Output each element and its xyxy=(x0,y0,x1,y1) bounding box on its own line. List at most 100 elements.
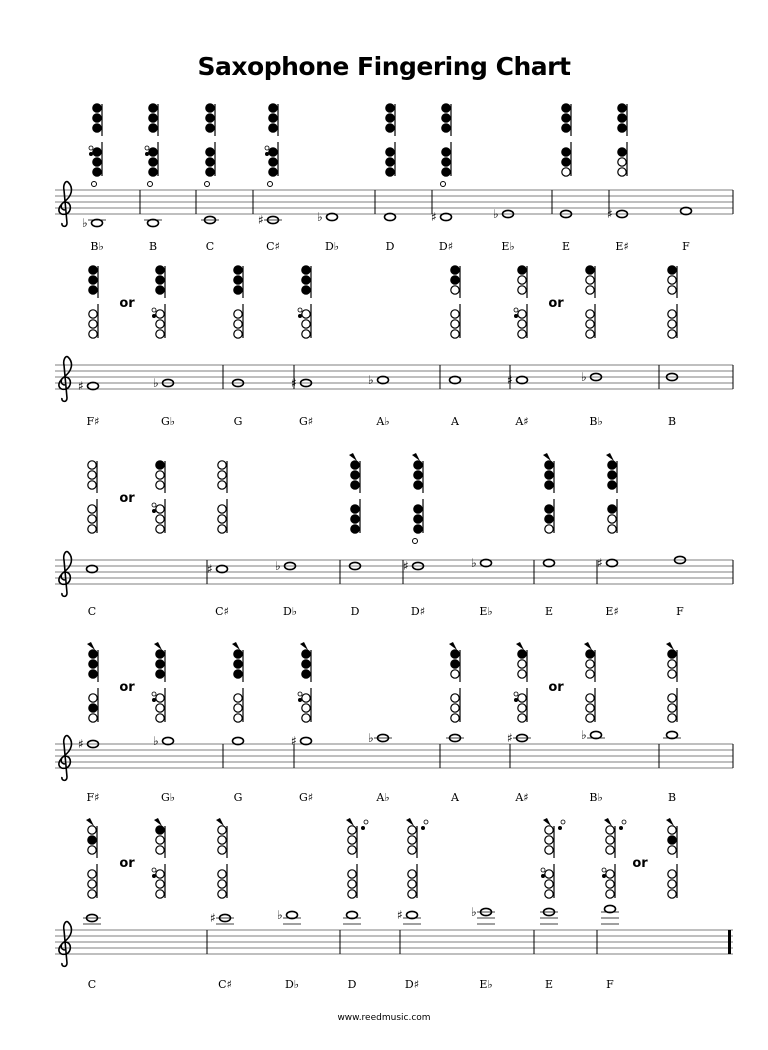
open-key xyxy=(155,309,165,319)
flat-icon: ♭ xyxy=(471,905,477,919)
open-key xyxy=(517,329,527,339)
note-label: G♭ xyxy=(161,415,175,428)
staff-note xyxy=(448,375,462,385)
side-key-icon xyxy=(145,152,149,156)
open-key xyxy=(667,669,677,679)
closed-key xyxy=(92,113,102,123)
closed-key xyxy=(561,113,571,123)
closed-key xyxy=(385,147,395,157)
note-label: A♭ xyxy=(375,791,389,804)
side-key-icon xyxy=(601,867,607,873)
final-barline xyxy=(728,930,731,954)
low-key-icon xyxy=(147,181,153,187)
open-key xyxy=(155,524,165,534)
open-key xyxy=(407,825,417,835)
closed-key xyxy=(385,113,395,123)
open-key xyxy=(87,869,97,879)
closed-key xyxy=(155,275,165,285)
closed-key xyxy=(155,285,165,295)
palm-key-icon xyxy=(363,819,369,825)
closed-key xyxy=(350,460,360,470)
open-key xyxy=(155,329,165,339)
fingering-diagram xyxy=(513,265,528,339)
octave-key-icon xyxy=(216,818,224,826)
whole-note xyxy=(85,913,99,923)
staff-note: ♭ xyxy=(581,370,603,384)
palm-key-icon xyxy=(621,819,627,825)
open-key xyxy=(544,869,554,879)
octave-key-icon xyxy=(86,818,94,826)
open-key xyxy=(217,889,227,899)
whole-note xyxy=(405,910,419,920)
closed-key xyxy=(667,649,677,659)
closed-key xyxy=(301,659,311,669)
fingering-diagram xyxy=(601,818,627,899)
sharp-icon: ♯ xyxy=(507,373,513,387)
open-key xyxy=(217,879,227,889)
closed-key xyxy=(585,265,595,275)
open-key xyxy=(87,879,97,889)
closed-key xyxy=(441,103,451,113)
open-key xyxy=(667,845,677,855)
open-key xyxy=(667,869,677,879)
sharp-icon: ♯ xyxy=(607,207,613,221)
flat-icon: ♭ xyxy=(581,370,587,384)
note-label: A♭ xyxy=(375,415,389,428)
note-label: D♭ xyxy=(283,605,297,618)
palm-key-icon xyxy=(361,826,365,830)
closed-key xyxy=(88,703,98,713)
staff-note xyxy=(144,218,162,228)
closed-key xyxy=(585,649,595,659)
side-key-icon xyxy=(297,691,303,697)
closed-key xyxy=(155,649,165,659)
closed-key xyxy=(441,123,451,133)
note-label: F xyxy=(682,240,690,253)
sharp-icon: ♯ xyxy=(291,376,297,390)
closed-key xyxy=(667,835,677,845)
closed-key xyxy=(233,265,243,275)
note-label: G♯ xyxy=(299,791,313,804)
open-key xyxy=(217,845,227,855)
fingering-diagram xyxy=(449,642,461,723)
open-key xyxy=(233,329,243,339)
staff-note xyxy=(665,372,679,382)
open-key xyxy=(517,319,527,329)
open-key xyxy=(87,504,97,514)
palm-key-icon xyxy=(619,826,623,830)
closed-key xyxy=(268,157,278,167)
flat-icon: ♭ xyxy=(368,373,374,387)
closed-key xyxy=(148,157,158,167)
staff-note xyxy=(663,730,681,740)
fingering-diagram xyxy=(217,460,228,534)
open-key xyxy=(667,693,677,703)
whole-note xyxy=(515,375,529,385)
staff-row-4: ♯F♯♭G♭ G♯G♯♭A♭ A♯A♯♭B♭ Bor or xyxy=(55,642,734,804)
whole-note xyxy=(299,736,313,746)
closed-key xyxy=(148,123,158,133)
open-key xyxy=(347,835,357,845)
closed-key xyxy=(450,265,460,275)
note-label: A♯ xyxy=(514,791,528,804)
open-key xyxy=(88,329,98,339)
open-key xyxy=(517,713,527,723)
closed-key xyxy=(561,147,571,157)
note-label: D♯ xyxy=(405,978,419,991)
open-key xyxy=(155,713,165,723)
whole-note xyxy=(283,561,297,571)
fingering-diagram xyxy=(412,453,424,544)
open-key xyxy=(347,889,357,899)
closed-key xyxy=(301,275,311,285)
closed-key xyxy=(385,123,395,133)
fingering-diagram xyxy=(204,103,216,187)
open-key xyxy=(450,703,460,713)
open-key xyxy=(585,319,595,329)
low-key-icon xyxy=(204,181,210,187)
low-key-icon xyxy=(412,538,418,544)
whole-note xyxy=(559,209,573,219)
side-key-icon xyxy=(514,698,518,702)
whole-note xyxy=(448,375,462,385)
note-label: C xyxy=(88,978,96,991)
whole-note xyxy=(325,212,339,222)
open-key xyxy=(585,329,595,339)
open-key xyxy=(517,669,527,679)
